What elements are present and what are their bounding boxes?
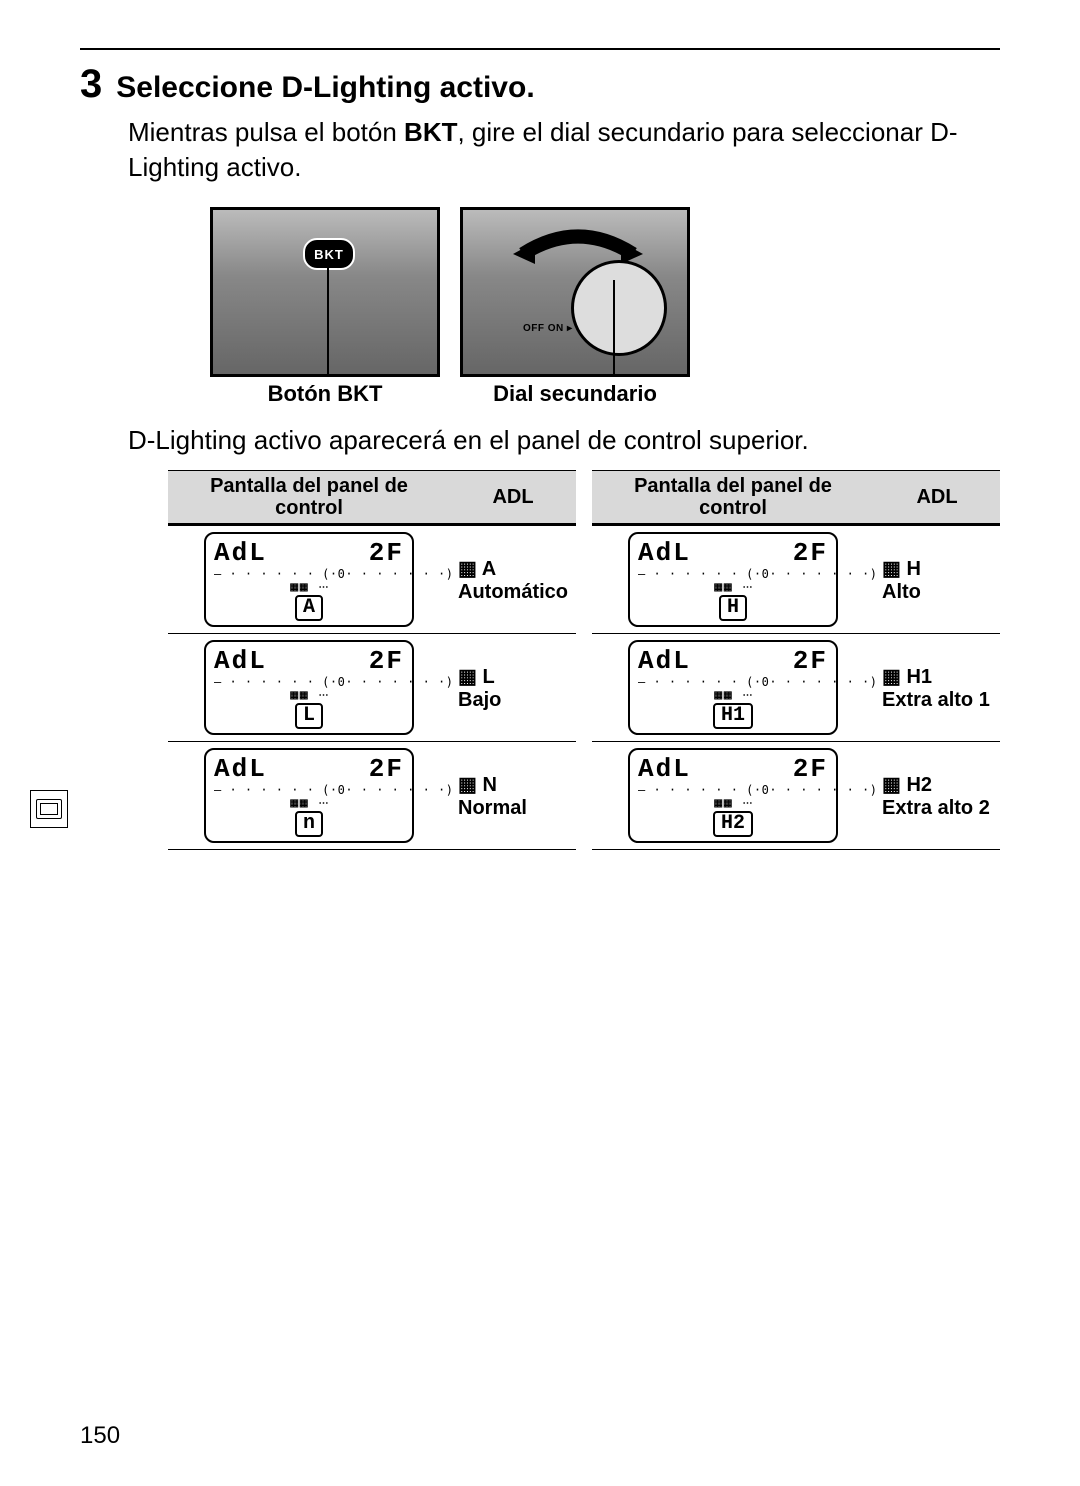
off-on-label: OFF ON ▸ bbox=[523, 323, 573, 334]
lcd-panel: AdL 2F – · · · · · · (·0· · · · · · ·) –… bbox=[204, 748, 414, 843]
adl-label: Alto bbox=[882, 581, 921, 603]
lcd-value: 2F bbox=[369, 648, 404, 674]
lcd-bottom: H bbox=[638, 595, 828, 621]
step-number: 3 bbox=[80, 64, 102, 104]
bkt-button-illustration: BKT bbox=[210, 207, 440, 377]
adl-label: Bajo bbox=[458, 689, 501, 711]
lcd-setting-code: A bbox=[295, 595, 323, 621]
panel-cell: AdL 2F – · · · · · · (·0· · · · · · ·) –… bbox=[168, 525, 450, 634]
lcd-icons: ▦▦⋯ bbox=[214, 582, 404, 593]
figure-sub-dial: OFF ON ▸ Dial secundario bbox=[460, 207, 690, 407]
lcd-icons: ▦▦⋯ bbox=[214, 690, 404, 701]
lcd-value: 2F bbox=[369, 540, 404, 566]
lcd-panel: AdL 2F – · · · · · · (·0· · · · · · ·) –… bbox=[204, 640, 414, 735]
lcd-scale: – · · · · · · (·0· · · · · · ·) – bbox=[638, 568, 828, 580]
lcd-setting-code: H2 bbox=[713, 811, 753, 837]
lcd-value: 2F bbox=[369, 756, 404, 782]
panel-cell: AdL 2F – · · · · · · (·0· · · · · · ·) –… bbox=[592, 742, 874, 850]
lcd-value: 2F bbox=[793, 540, 828, 566]
lcd-scale: – · · · · · · (·0· · · · · · ·) – bbox=[214, 784, 404, 796]
dial-icon bbox=[571, 260, 667, 356]
adl-table-left: Pantalla del panel de control ADL AdL 2F… bbox=[168, 470, 576, 850]
adl-table-left-body: AdL 2F – · · · · · · (·0· · · · · · ·) –… bbox=[168, 525, 576, 850]
lcd-value: 2F bbox=[793, 756, 828, 782]
adl-code: ▦ L bbox=[458, 664, 568, 689]
bkt-badge: BKT bbox=[303, 238, 355, 270]
manual-page: 3 Seleccione D-Lighting activo. Mientras… bbox=[0, 0, 1080, 1486]
lcd-icons: ▦▦⋯ bbox=[638, 582, 828, 593]
lcd-scale: – · · · · · · (·0· · · · · · ·) – bbox=[638, 784, 828, 796]
panel-cell: AdL 2F – · · · · · · (·0· · · · · · ·) –… bbox=[168, 634, 450, 742]
lcd-panel: AdL 2F – · · · · · · (·0· · · · · · ·) –… bbox=[628, 640, 838, 735]
lcd-setting-code: L bbox=[295, 703, 323, 729]
adl-row: AdL 2F – · · · · · · (·0· · · · · · ·) –… bbox=[592, 634, 1000, 742]
adl-row: AdL 2F – · · · · · · (·0· · · · · · ·) –… bbox=[168, 742, 576, 850]
lcd-panel: AdL 2F – · · · · · · (·0· · · · · · ·) –… bbox=[628, 532, 838, 627]
lcd-mode: AdL bbox=[638, 540, 691, 566]
instruction-text: Mientras pulsa el botón BKT, gire el dia… bbox=[128, 115, 1000, 185]
lcd-panel: AdL 2F – · · · · · · (·0· · · · · · ·) –… bbox=[204, 532, 414, 627]
adl-row: AdL 2F – · · · · · · (·0· · · · · · ·) –… bbox=[592, 525, 1000, 634]
th-adl: ADL bbox=[450, 471, 576, 525]
lcd-setting-code: n bbox=[295, 811, 323, 837]
th-adl: ADL bbox=[874, 471, 1000, 525]
figure-bkt-button: BKT Botón BKT bbox=[210, 207, 440, 407]
lcd-icons: ▦▦⋯ bbox=[638, 798, 828, 809]
adl-label: Normal bbox=[458, 797, 527, 819]
lcd-bottom: L bbox=[214, 703, 404, 729]
lcd-scale: – · · · · · · (·0· · · · · · ·) – bbox=[214, 676, 404, 688]
panel-cell: AdL 2F – · · · · · · (·0· · · · · · ·) –… bbox=[592, 525, 874, 634]
adl-table-right-body: AdL 2F – · · · · · · (·0· · · · · · ·) –… bbox=[592, 525, 1000, 850]
adl-code: ▦ H2 bbox=[882, 772, 992, 797]
adl-code: ▦ H1 bbox=[882, 664, 992, 689]
panel-cell: AdL 2F – · · · · · · (·0· · · · · · ·) –… bbox=[592, 634, 874, 742]
panel-cell: AdL 2F – · · · · · · (·0· · · · · · ·) –… bbox=[168, 742, 450, 850]
lcd-scale: – · · · · · · (·0· · · · · · ·) – bbox=[214, 568, 404, 580]
page-number: 150 bbox=[80, 1422, 120, 1450]
adl-table-right: Pantalla del panel de control ADL AdL 2F… bbox=[592, 470, 1000, 850]
lcd-value: 2F bbox=[793, 648, 828, 674]
lcd-mode: AdL bbox=[638, 648, 691, 674]
sub-dial-illustration: OFF ON ▸ bbox=[460, 207, 690, 377]
adl-code: ▦ A bbox=[458, 556, 568, 581]
step-heading: 3 Seleccione D-Lighting activo. bbox=[80, 64, 1000, 105]
figure-caption-left: Botón BKT bbox=[268, 381, 383, 407]
lcd-mode: AdL bbox=[214, 540, 267, 566]
adl-row: AdL 2F – · · · · · · (·0· · · · · · ·) –… bbox=[168, 525, 576, 634]
rotation-arrow-icon bbox=[513, 224, 643, 264]
adl-row: AdL 2F – · · · · · · (·0· · · · · · ·) –… bbox=[168, 634, 576, 742]
lcd-panel: AdL 2F – · · · · · · (·0· · · · · · ·) –… bbox=[628, 748, 838, 843]
adl-row: AdL 2F – · · · · · · (·0· · · · · · ·) –… bbox=[592, 742, 1000, 850]
th-panel: Pantalla del panel de control bbox=[168, 471, 450, 525]
adl-code: ▦ N bbox=[458, 772, 568, 797]
lcd-bottom: n bbox=[214, 811, 404, 837]
lcd-bottom: H2 bbox=[638, 811, 828, 837]
lcd-mode: AdL bbox=[638, 756, 691, 782]
lcd-icons: ▦▦⋯ bbox=[214, 798, 404, 809]
instruction-pre: Mientras pulsa el botón bbox=[128, 117, 404, 147]
figure-row: BKT Botón BKT OFF ON ▸ Dial secun bbox=[210, 207, 1000, 407]
adl-code: ▦ H bbox=[882, 556, 992, 581]
after-figure-text: D-Lighting activo aparecerá en el panel … bbox=[128, 425, 1000, 456]
lcd-bottom: H1 bbox=[638, 703, 828, 729]
lcd-setting-code: H bbox=[719, 595, 747, 621]
th-panel: Pantalla del panel de control bbox=[592, 471, 874, 525]
lcd-scale: – · · · · · · (·0· · · · · · ·) – bbox=[638, 676, 828, 688]
lcd-mode: AdL bbox=[214, 756, 267, 782]
lcd-bottom: A bbox=[214, 595, 404, 621]
adl-label: Automático bbox=[458, 581, 568, 603]
lcd-mode: AdL bbox=[214, 648, 267, 674]
adl-label: Extra alto 2 bbox=[882, 797, 990, 819]
adl-label: Extra alto 1 bbox=[882, 689, 990, 711]
lcd-setting-code: H1 bbox=[713, 703, 753, 729]
top-rule bbox=[80, 48, 1000, 50]
step-title: Seleccione D-Lighting activo. bbox=[116, 71, 534, 105]
lcd-icons: ▦▦⋯ bbox=[638, 690, 828, 701]
bkt-bold: BKT bbox=[404, 117, 457, 147]
section-tab-icon bbox=[30, 790, 68, 828]
figure-caption-right: Dial secundario bbox=[493, 381, 657, 407]
adl-tables: Pantalla del panel de control ADL AdL 2F… bbox=[168, 470, 1000, 850]
